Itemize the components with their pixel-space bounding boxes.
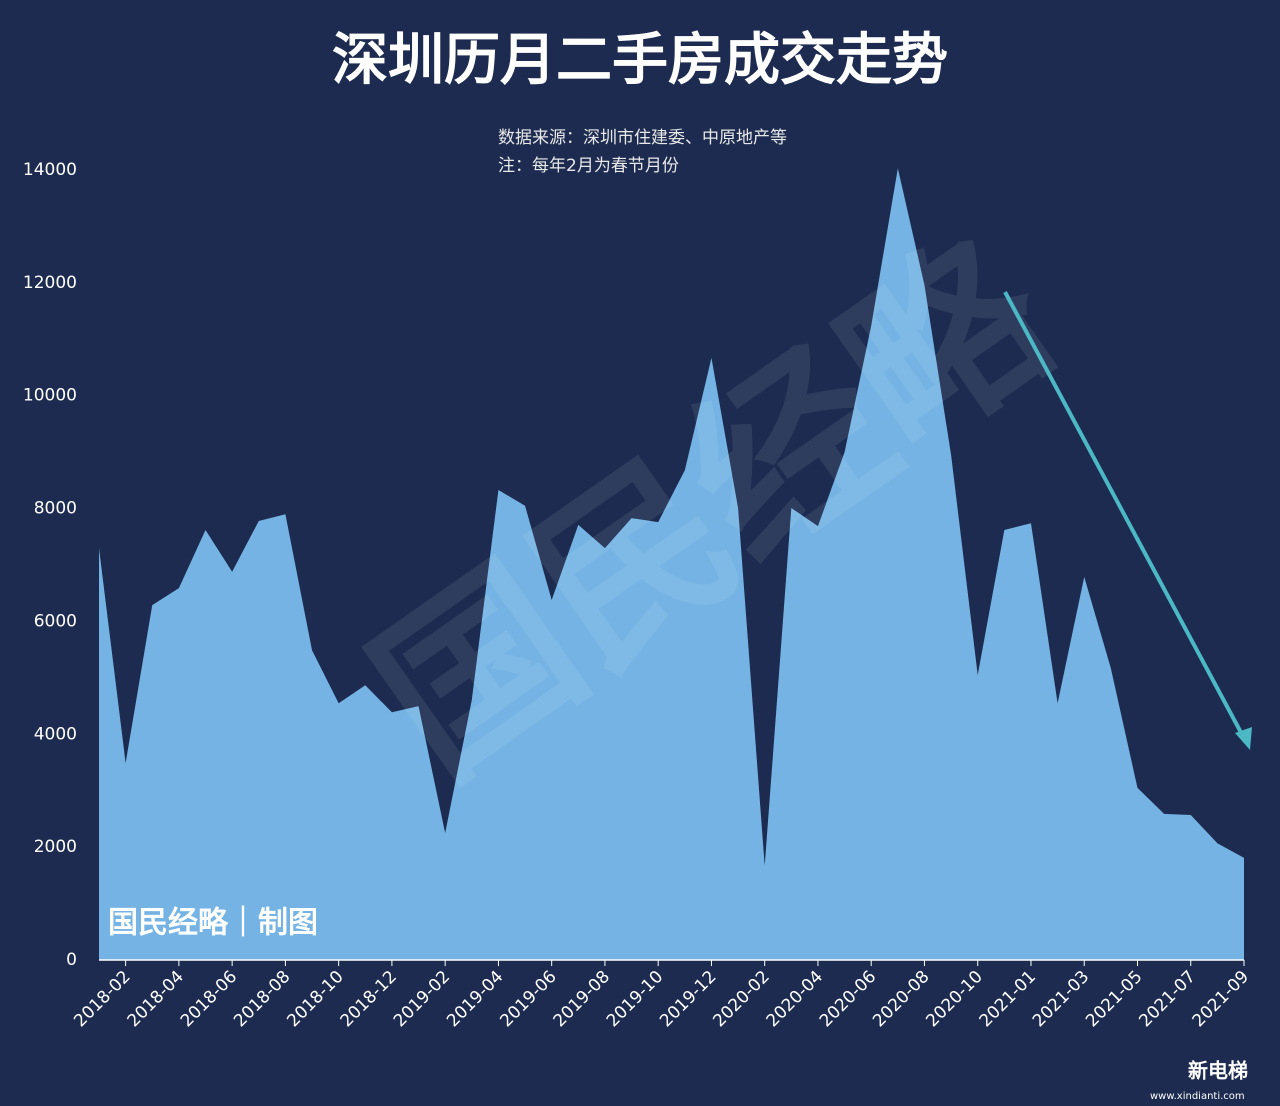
logo-url: www.xindianti.com	[1150, 1091, 1245, 1102]
y-tick-label: 14000	[23, 160, 77, 180]
chart-title: 深圳历月二手房成交走势	[332, 28, 948, 93]
trend-arrow	[1003, 291, 1247, 741]
logo: 新电梯	[1188, 1059, 1248, 1083]
area	[99, 168, 1244, 961]
y-tick-label: 10000	[23, 386, 77, 406]
y-tick-label: 0	[66, 950, 77, 970]
y-tick-label: 8000	[34, 499, 77, 519]
subtitle: 注：每年2月为春节月份	[498, 156, 679, 176]
subtitle: 数据来源：深圳市住建委、中原地产等	[498, 128, 787, 148]
y-tick-label: 6000	[34, 611, 77, 631]
credit: 国民经略｜制图	[108, 906, 318, 941]
y-tick-label: 2000	[34, 837, 77, 857]
y-tick-label: 4000	[34, 724, 77, 744]
y-tick-label: 12000	[23, 273, 77, 293]
arrow-head	[1235, 727, 1252, 750]
